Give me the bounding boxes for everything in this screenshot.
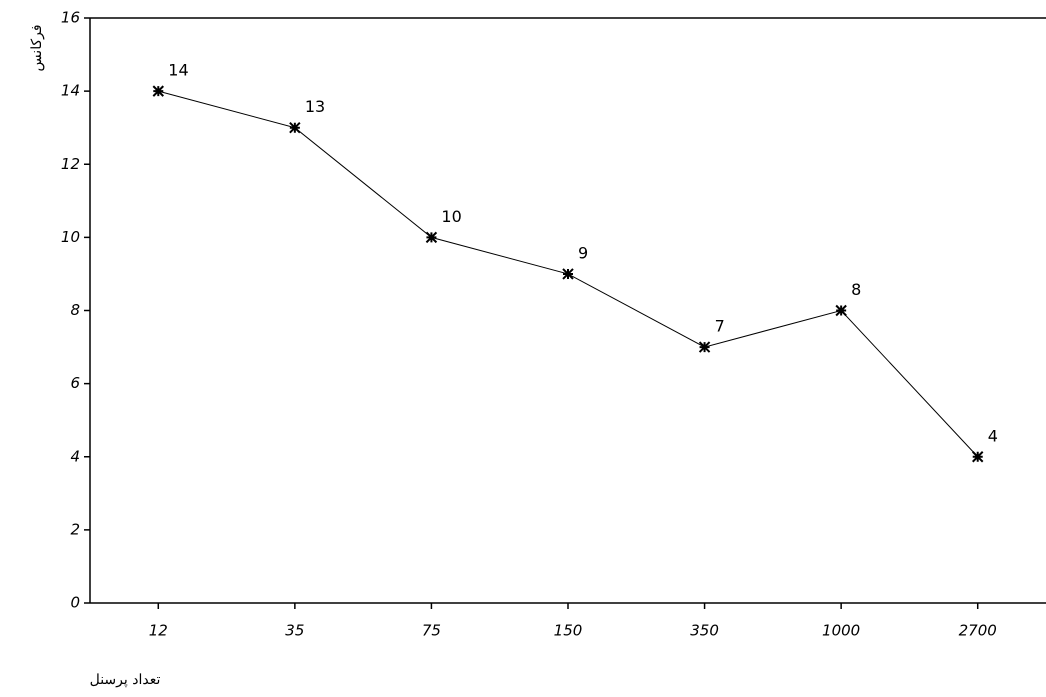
data-label: 4: [988, 426, 998, 445]
y-tick-label: 0: [70, 594, 80, 612]
y-tick-label: 2: [70, 520, 80, 538]
marker: [425, 231, 438, 244]
data-label: 10: [441, 207, 461, 226]
x-tick-label: 35: [285, 622, 304, 640]
y-tick-label: 14: [61, 82, 80, 100]
data-label: 8: [851, 280, 861, 299]
marker: [972, 451, 984, 463]
y-tick-label: 16: [61, 9, 80, 27]
x-tick-label: 12: [149, 622, 168, 640]
marker: [698, 341, 711, 353]
marker: [289, 121, 301, 134]
x-tick-label: 75: [422, 622, 441, 640]
x-tick-label: 1000: [822, 622, 860, 640]
data-label: 7: [715, 317, 725, 336]
marker: [562, 268, 574, 280]
data-label: 13: [305, 97, 325, 116]
x-tick-label: 150: [554, 622, 583, 640]
x-axis-label: تعداد پرسنل: [90, 672, 161, 688]
marker: [835, 304, 847, 317]
x-tick-label: 2700: [959, 622, 997, 640]
marker: [152, 85, 164, 97]
y-tick-label: 6: [70, 374, 80, 392]
data-label: 9: [578, 243, 588, 262]
y-tick-label: 12: [61, 155, 80, 173]
data-label: 14: [168, 61, 188, 80]
y-tick-label: 4: [70, 447, 80, 465]
y-tick-label: 10: [61, 228, 80, 246]
y-tick-label: 8: [70, 301, 80, 319]
y-axis-label: فرکانس: [29, 24, 45, 71]
x-tick-label: 350: [690, 622, 719, 640]
